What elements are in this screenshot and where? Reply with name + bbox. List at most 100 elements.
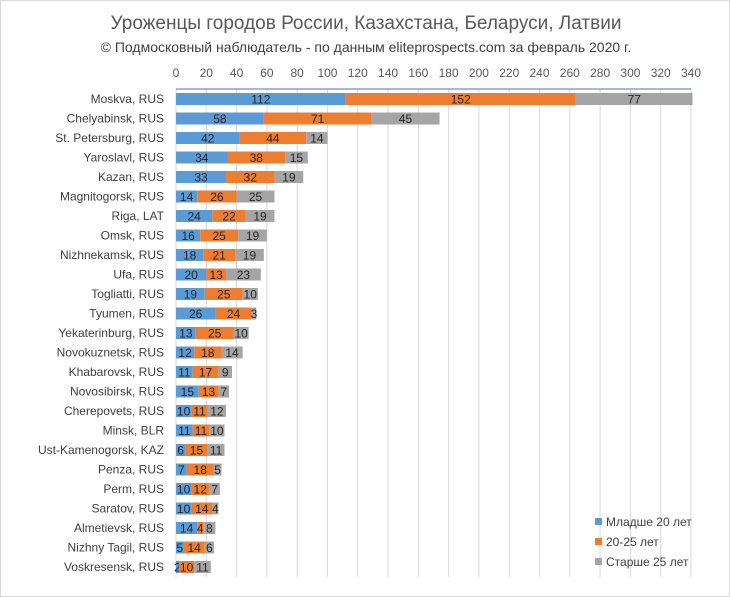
category-label: Riga, LAT (112, 209, 165, 223)
data-label: 7 (220, 385, 227, 399)
bar-segment (235, 249, 264, 261)
category-label: Perm, RUS (103, 482, 164, 496)
data-label: 6 (177, 444, 184, 458)
data-label: 19 (184, 288, 198, 302)
bar-segment (176, 190, 198, 203)
bar-segment (212, 502, 219, 515)
category-label: Ust-Kamenogorsk, KAZ (38, 443, 164, 457)
bar-segment (176, 366, 193, 378)
data-label: 38 (250, 151, 264, 165)
bar-segment (263, 112, 372, 125)
bar-segment (197, 190, 237, 203)
data-label: 17 (199, 366, 213, 380)
data-label: 112 (251, 93, 270, 107)
bar-segment (176, 385, 199, 398)
x-tick-label: 40 (230, 66, 244, 80)
bar-segment (239, 132, 307, 144)
legend-swatch (595, 538, 602, 545)
bar-segment (176, 307, 216, 320)
bar-segment (176, 132, 240, 144)
bar-segment (176, 93, 346, 105)
bar-segment (176, 502, 192, 515)
bar-segment (194, 346, 222, 359)
legend-swatch (595, 558, 602, 565)
bar-segment (176, 268, 207, 281)
category-label: Minsk, BLR (103, 424, 165, 438)
x-tick-label: 240 (530, 66, 550, 80)
chart-subtitle: © Подмосковный наблюдатель - по данным e… (100, 39, 632, 55)
data-label: 4 (212, 502, 219, 516)
bar-segment (221, 346, 243, 359)
data-label: 4 (197, 522, 204, 536)
bar-segment (306, 132, 328, 144)
bar-segment (176, 405, 192, 417)
x-tick-label: 80 (290, 66, 304, 80)
data-label: 13 (202, 385, 216, 399)
bar-segment (176, 444, 186, 456)
bar-segment (183, 541, 205, 554)
bar-segment (191, 405, 208, 417)
data-label: 45 (399, 112, 413, 126)
bar-segment (176, 346, 195, 359)
bar-segment (227, 151, 286, 164)
bar-segment (176, 561, 180, 573)
category-label: Nizhnekamsk, RUS (60, 248, 164, 262)
bar-segment (218, 385, 230, 398)
bar-segment (192, 424, 210, 437)
legend-label: Младше 20 лет (606, 515, 692, 529)
data-label: 19 (253, 210, 267, 224)
data-label: 5 (176, 541, 183, 555)
data-label: 2 (174, 561, 181, 575)
x-tick-label: 340 (681, 66, 701, 80)
x-tick-label: 20 (200, 66, 214, 80)
data-label: 58 (213, 112, 227, 126)
bar-segment (204, 541, 214, 554)
category-label: Magnitogorsk, RUS (60, 190, 164, 204)
data-label: 20 (184, 268, 198, 282)
data-label: 24 (187, 210, 201, 224)
data-label: 12 (178, 346, 192, 360)
data-label: 14 (180, 190, 194, 204)
bar-segment (176, 151, 228, 164)
bar-segment (575, 93, 693, 105)
data-label: 12 (210, 405, 224, 419)
data-label: 44 (266, 132, 280, 146)
category-label: Omsk, RUS (101, 229, 164, 243)
data-label: 42 (201, 132, 215, 146)
bar-segment (204, 288, 243, 300)
x-tick-label: 120 (348, 66, 368, 80)
bar-segment (176, 112, 264, 125)
data-label: 3 (251, 307, 258, 321)
x-tick-label: 200 (469, 66, 489, 80)
data-label: 19 (282, 171, 296, 185)
data-label: 26 (210, 190, 224, 204)
category-label: Cherepovets, RUS (64, 404, 164, 418)
category-label: Yekaterinburg, RUS (58, 326, 164, 340)
data-label: 23 (237, 268, 251, 282)
legend-label: 20-25 лет (606, 535, 659, 549)
x-tick-label: 220 (499, 66, 519, 80)
data-label: 10 (234, 327, 248, 341)
x-tick-label: 0 (173, 66, 180, 80)
data-label: 14 (225, 346, 239, 360)
bar-segment (345, 93, 576, 105)
bar-segment (233, 327, 249, 339)
data-label: 10 (210, 424, 224, 438)
x-tick-label: 260 (560, 66, 580, 80)
data-label: 5 (214, 463, 221, 477)
bar-segment (176, 483, 192, 495)
bar-segment (209, 483, 220, 495)
category-label: Chelyabinsk, RUS (67, 112, 164, 126)
bar-segment (185, 444, 208, 456)
category-label: Yaroslavl, RUS (84, 151, 164, 165)
data-label: 11 (178, 366, 191, 380)
bar-segment (176, 210, 213, 222)
bar-segment (179, 561, 195, 573)
data-label: 14 (195, 502, 209, 516)
data-label: 10 (180, 561, 194, 575)
bar-segment (203, 522, 216, 534)
bar-segment (242, 288, 258, 300)
data-label: 14 (310, 132, 324, 146)
